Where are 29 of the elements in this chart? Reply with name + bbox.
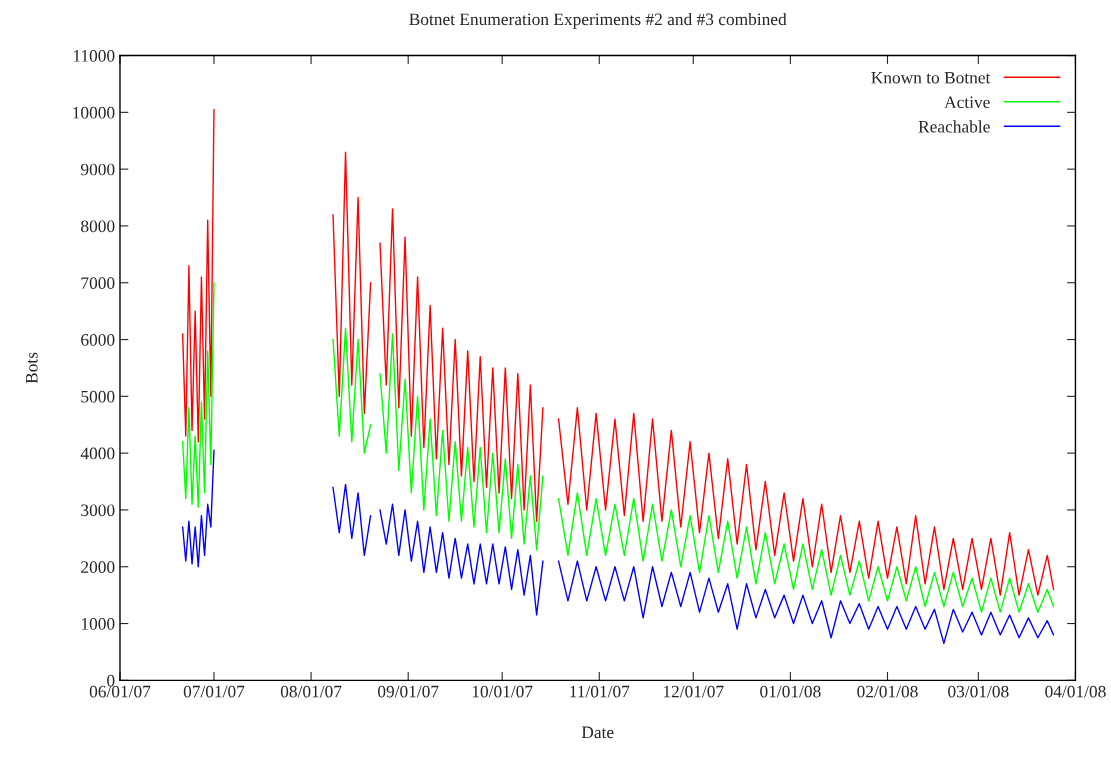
- legend-label: Known to Botnet: [871, 71, 991, 84]
- y-tick-label: 10000: [73, 106, 115, 119]
- chart-title: Botnet Enumeration Experiments #2 and #3 combined: [409, 12, 787, 29]
- x-tick-label: 09/01/07: [377, 685, 439, 698]
- legend-label: Active: [944, 96, 990, 109]
- y-axis-title: Bots: [26, 352, 38, 384]
- y-tick-label: 5000: [81, 390, 115, 403]
- x-tick-label: 03/01/08: [948, 685, 1009, 698]
- x-tick-label: 04/01/08: [1045, 685, 1106, 698]
- legend-label: Reachable: [918, 120, 990, 133]
- y-tick-label: 11000: [73, 50, 115, 62]
- x-tick-label: 07/01/07: [183, 685, 245, 698]
- y-tick-label: 1000: [81, 618, 115, 630]
- y-tick-label: 2000: [81, 561, 115, 573]
- y-tick-label: 4000: [80, 447, 115, 460]
- x-tick-label: 06/01/07: [89, 685, 151, 698]
- x-axis-title: Date: [581, 726, 614, 739]
- y-tick-label: 7000: [81, 277, 115, 289]
- x-tick-label: 12/01/07: [663, 685, 724, 698]
- x-tick-label: 02/01/08: [857, 685, 918, 698]
- x-tick-label: 10/01/07: [472, 685, 533, 698]
- x-tick-label: 11/01/07: [570, 685, 630, 698]
- y-tick-label: 0: [107, 674, 115, 687]
- x-tick-label: 01/01/08: [760, 685, 821, 698]
- x-tick-label: 08/01/07: [280, 685, 342, 698]
- y-tick-label: 8000: [81, 220, 115, 233]
- y-tick-label: 9000: [80, 163, 115, 176]
- y-tick-label: 6000: [81, 334, 115, 346]
- y-tick-label: 3000: [81, 504, 115, 517]
